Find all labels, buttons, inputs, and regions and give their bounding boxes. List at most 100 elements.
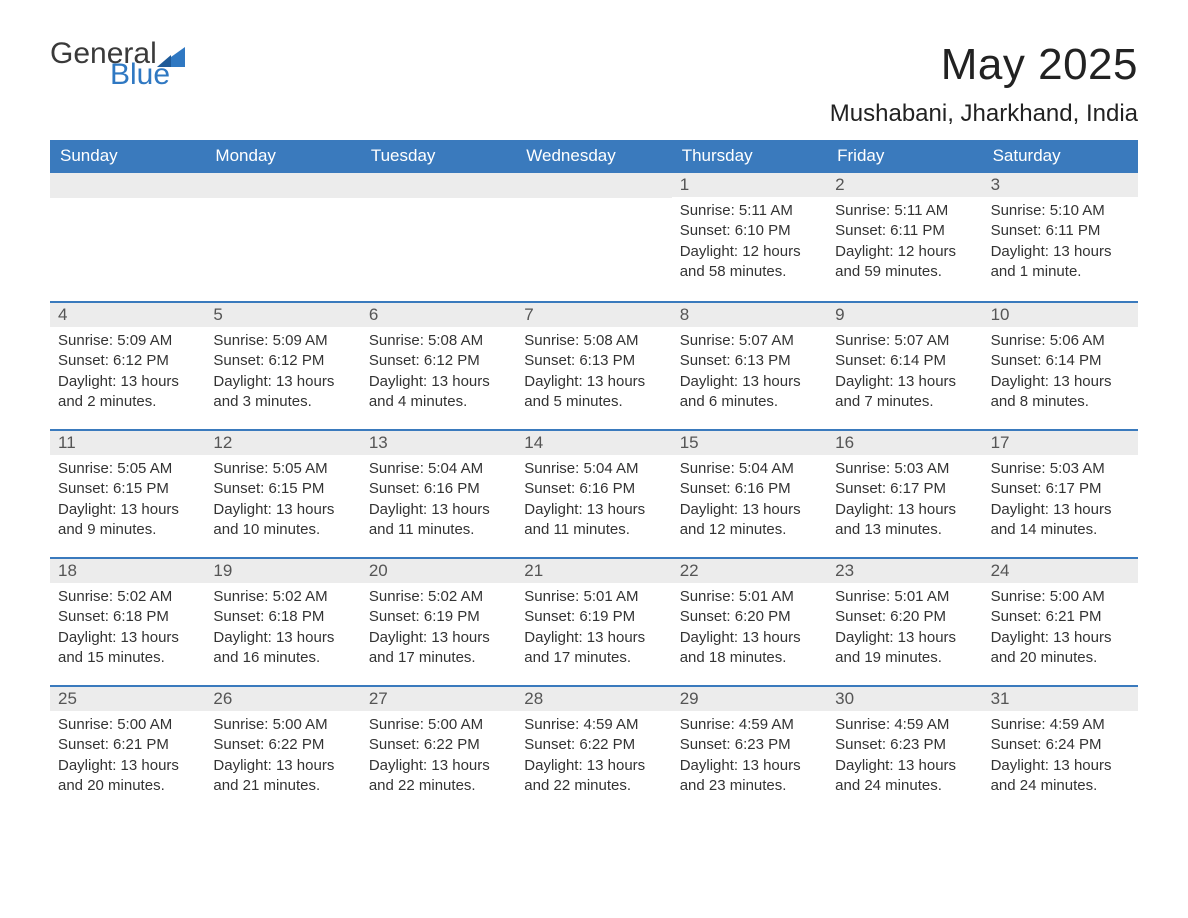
calendar-cell: 18Sunrise: 5:02 AMSunset: 6:18 PMDayligh… <box>50 559 205 685</box>
day-number: 27 <box>361 687 516 711</box>
detail-sunrise: Sunrise: 5:02 AM <box>58 587 197 607</box>
detail-sunset: Sunset: 6:12 PM <box>58 351 197 371</box>
detail-dl1: Daylight: 13 hours <box>835 500 974 520</box>
calendar-cell <box>516 173 671 301</box>
detail-sunset: Sunset: 6:11 PM <box>835 221 974 241</box>
day-details: Sunrise: 5:00 AMSunset: 6:21 PMDaylight:… <box>983 583 1138 678</box>
calendar-cell <box>50 173 205 301</box>
day-number: 16 <box>827 431 982 455</box>
day-details: Sunrise: 5:05 AMSunset: 6:15 PMDaylight:… <box>50 455 205 550</box>
calendar-cell: 14Sunrise: 5:04 AMSunset: 6:16 PMDayligh… <box>516 431 671 557</box>
detail-sunrise: Sunrise: 5:09 AM <box>58 331 197 351</box>
weekday-header: Thursday <box>672 140 827 173</box>
detail-dl1: Daylight: 12 hours <box>835 242 974 262</box>
detail-sunset: Sunset: 6:21 PM <box>58 735 197 755</box>
day-number: 12 <box>205 431 360 455</box>
detail-sunset: Sunset: 6:18 PM <box>58 607 197 627</box>
detail-dl1: Daylight: 13 hours <box>524 756 663 776</box>
day-details: Sunrise: 4:59 AMSunset: 6:24 PMDaylight:… <box>983 711 1138 806</box>
calendar-cell: 3Sunrise: 5:10 AMSunset: 6:11 PMDaylight… <box>983 173 1138 301</box>
detail-dl2: and 17 minutes. <box>524 648 663 668</box>
calendar-cell <box>361 173 516 301</box>
day-number: 1 <box>672 173 827 197</box>
detail-dl2: and 20 minutes. <box>991 648 1130 668</box>
day-details: Sunrise: 5:10 AMSunset: 6:11 PMDaylight:… <box>983 197 1138 292</box>
detail-dl2: and 16 minutes. <box>213 648 352 668</box>
day-number: 10 <box>983 303 1138 327</box>
calendar-cell: 10Sunrise: 5:06 AMSunset: 6:14 PMDayligh… <box>983 303 1138 429</box>
day-number: 7 <box>516 303 671 327</box>
calendar-cell: 21Sunrise: 5:01 AMSunset: 6:19 PMDayligh… <box>516 559 671 685</box>
detail-dl2: and 23 minutes. <box>680 776 819 796</box>
detail-sunset: Sunset: 6:10 PM <box>680 221 819 241</box>
calendar-cell: 5Sunrise: 5:09 AMSunset: 6:12 PMDaylight… <box>205 303 360 429</box>
detail-dl2: and 6 minutes. <box>680 392 819 412</box>
calendar-cell: 12Sunrise: 5:05 AMSunset: 6:15 PMDayligh… <box>205 431 360 557</box>
detail-dl2: and 22 minutes. <box>369 776 508 796</box>
detail-dl2: and 11 minutes. <box>524 520 663 540</box>
detail-sunrise: Sunrise: 5:08 AM <box>369 331 508 351</box>
detail-dl1: Daylight: 13 hours <box>680 756 819 776</box>
detail-dl1: Daylight: 13 hours <box>524 500 663 520</box>
day-number: 6 <box>361 303 516 327</box>
detail-dl1: Daylight: 13 hours <box>835 372 974 392</box>
detail-dl1: Daylight: 13 hours <box>213 628 352 648</box>
detail-sunset: Sunset: 6:14 PM <box>991 351 1130 371</box>
calendar-cell: 11Sunrise: 5:05 AMSunset: 6:15 PMDayligh… <box>50 431 205 557</box>
detail-dl1: Daylight: 13 hours <box>58 500 197 520</box>
detail-sunset: Sunset: 6:11 PM <box>991 221 1130 241</box>
calendar-cell: 20Sunrise: 5:02 AMSunset: 6:19 PMDayligh… <box>361 559 516 685</box>
day-details: Sunrise: 5:11 AMSunset: 6:10 PMDaylight:… <box>672 197 827 292</box>
detail-sunset: Sunset: 6:15 PM <box>213 479 352 499</box>
detail-dl2: and 58 minutes. <box>680 262 819 282</box>
detail-dl1: Daylight: 13 hours <box>991 756 1130 776</box>
detail-dl2: and 3 minutes. <box>213 392 352 412</box>
day-details: Sunrise: 5:07 AMSunset: 6:14 PMDaylight:… <box>827 327 982 422</box>
day-details: Sunrise: 5:04 AMSunset: 6:16 PMDaylight:… <box>516 455 671 550</box>
day-details: Sunrise: 4:59 AMSunset: 6:22 PMDaylight:… <box>516 711 671 806</box>
day-details: Sunrise: 5:09 AMSunset: 6:12 PMDaylight:… <box>205 327 360 422</box>
day-details: Sunrise: 5:00 AMSunset: 6:22 PMDaylight:… <box>205 711 360 806</box>
detail-dl2: and 24 minutes. <box>991 776 1130 796</box>
day-number <box>50 173 205 198</box>
detail-sunrise: Sunrise: 5:05 AM <box>58 459 197 479</box>
calendar-cell: 1Sunrise: 5:11 AMSunset: 6:10 PMDaylight… <box>672 173 827 301</box>
detail-dl1: Daylight: 13 hours <box>369 628 508 648</box>
detail-dl1: Daylight: 13 hours <box>213 500 352 520</box>
detail-sunset: Sunset: 6:19 PM <box>524 607 663 627</box>
day-number: 8 <box>672 303 827 327</box>
detail-sunset: Sunset: 6:13 PM <box>524 351 663 371</box>
day-details: Sunrise: 5:01 AMSunset: 6:20 PMDaylight:… <box>672 583 827 678</box>
detail-sunset: Sunset: 6:17 PM <box>991 479 1130 499</box>
weekday-header: Saturday <box>983 140 1138 173</box>
detail-dl1: Daylight: 13 hours <box>991 628 1130 648</box>
detail-sunrise: Sunrise: 4:59 AM <box>680 715 819 735</box>
detail-sunset: Sunset: 6:14 PM <box>835 351 974 371</box>
detail-dl2: and 10 minutes. <box>213 520 352 540</box>
calendar-cell: 2Sunrise: 5:11 AMSunset: 6:11 PMDaylight… <box>827 173 982 301</box>
calendar-week-row: 4Sunrise: 5:09 AMSunset: 6:12 PMDaylight… <box>50 301 1138 429</box>
detail-sunset: Sunset: 6:23 PM <box>680 735 819 755</box>
weekday-header: Tuesday <box>361 140 516 173</box>
detail-dl2: and 21 minutes. <box>213 776 352 796</box>
detail-dl2: and 12 minutes. <box>680 520 819 540</box>
detail-dl2: and 13 minutes. <box>835 520 974 540</box>
detail-sunset: Sunset: 6:15 PM <box>58 479 197 499</box>
detail-dl2: and 20 minutes. <box>58 776 197 796</box>
detail-sunset: Sunset: 6:16 PM <box>680 479 819 499</box>
detail-dl1: Daylight: 13 hours <box>369 500 508 520</box>
detail-dl1: Daylight: 13 hours <box>680 372 819 392</box>
detail-dl1: Daylight: 13 hours <box>680 500 819 520</box>
detail-sunrise: Sunrise: 5:03 AM <box>835 459 974 479</box>
detail-dl2: and 19 minutes. <box>835 648 974 668</box>
detail-dl2: and 7 minutes. <box>835 392 974 412</box>
calendar-cell: 26Sunrise: 5:00 AMSunset: 6:22 PMDayligh… <box>205 687 360 813</box>
detail-dl1: Daylight: 13 hours <box>680 628 819 648</box>
day-number: 20 <box>361 559 516 583</box>
calendar-cell: 16Sunrise: 5:03 AMSunset: 6:17 PMDayligh… <box>827 431 982 557</box>
detail-sunrise: Sunrise: 5:04 AM <box>680 459 819 479</box>
day-number: 25 <box>50 687 205 711</box>
detail-dl2: and 59 minutes. <box>835 262 974 282</box>
detail-dl1: Daylight: 13 hours <box>524 372 663 392</box>
calendar-cell: 19Sunrise: 5:02 AMSunset: 6:18 PMDayligh… <box>205 559 360 685</box>
